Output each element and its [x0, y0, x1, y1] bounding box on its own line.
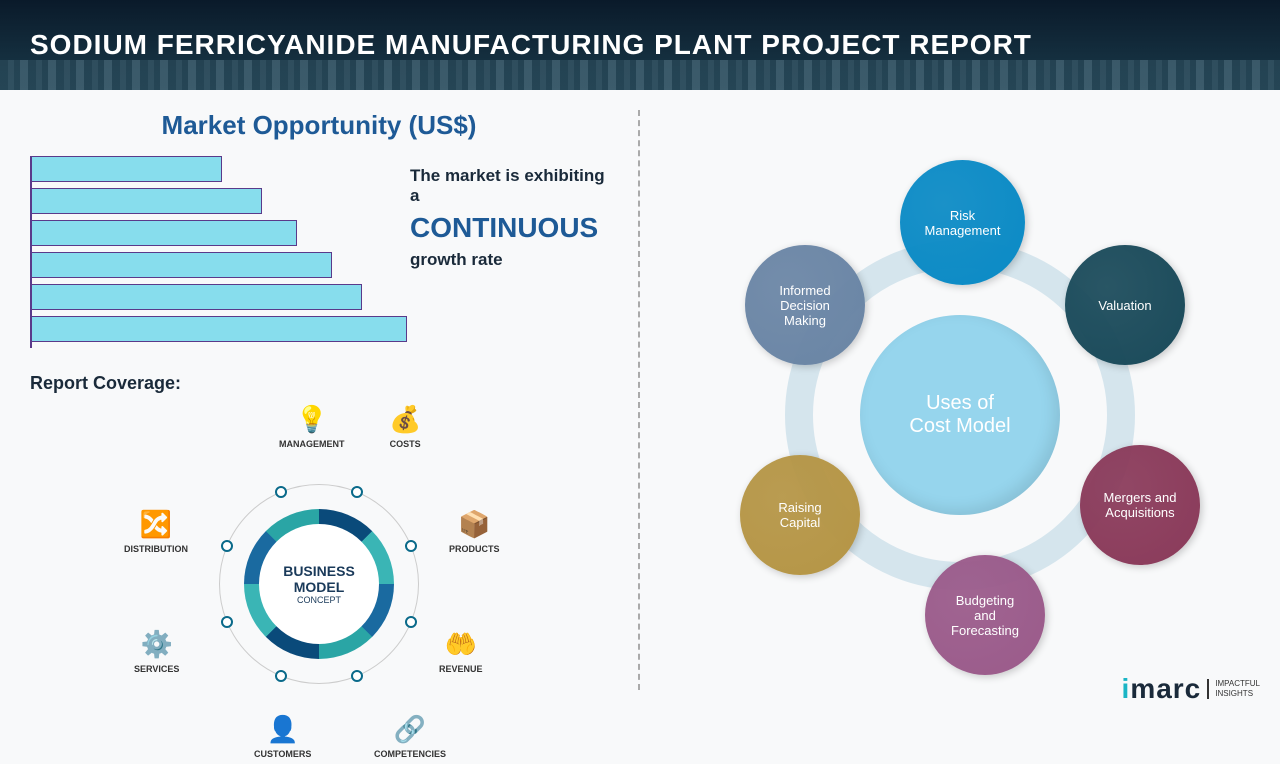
market-bar [32, 284, 362, 310]
growth-text: The market is exhibiting a CONTINUOUS gr… [410, 156, 608, 348]
market-bar [32, 188, 262, 214]
bm-icon: 🔗 [394, 714, 426, 745]
header: SODIUM FERRICYANIDE MANUFACTURING PLANT … [0, 0, 1280, 90]
bm-icon: 🔀 [140, 509, 172, 540]
bm-center-l2: MODEL [294, 579, 345, 595]
bm-dot [351, 670, 363, 682]
content: Market Opportunity (US$) The market is e… [0, 90, 1280, 720]
cost-model-diagram: Uses of Cost Model Risk Management Valuat… [640, 90, 1280, 720]
logo-tagline: IMPACTFUL INSIGHTS [1207, 679, 1260, 698]
orbit-circle: Risk Management [900, 160, 1025, 285]
bm-item-products: 📦 PRODUCTS [449, 509, 500, 554]
bm-dot [221, 540, 233, 552]
orbit-circle: Mergers and Acquisitions [1080, 445, 1200, 565]
bm-center-l3: CONCEPT [297, 595, 341, 605]
bm-label: COSTS [390, 439, 421, 449]
growth-line2: growth rate [410, 250, 608, 270]
bm-center: BUSINESS MODEL CONCEPT [259, 524, 379, 644]
bm-item-services: ⚙️ SERVICES [134, 629, 179, 674]
bm-dot [221, 616, 233, 628]
orbit-circle: Informed Decision Making [745, 245, 865, 365]
skyline-decor [0, 60, 1280, 90]
bm-dot [405, 540, 417, 552]
orbit-circle: Valuation [1065, 245, 1185, 365]
growth-big: CONTINUOUS [410, 212, 608, 244]
growth-line1: The market is exhibiting a [410, 166, 608, 206]
bm-item-management: 💡 MANAGEMENT [279, 404, 345, 449]
bm-item-customers: 👤 CUSTOMERS [254, 714, 311, 759]
bm-icon: 👤 [266, 714, 298, 745]
bm-label: CUSTOMERS [254, 749, 311, 759]
market-bar [32, 252, 332, 278]
orbit-circle: Budgeting and Forecasting [925, 555, 1045, 675]
orbit-circle: Raising Capital [740, 455, 860, 575]
logo-i: i [1122, 673, 1131, 704]
bm-icon: 🤲 [445, 629, 477, 660]
bm-label: PRODUCTS [449, 544, 500, 554]
business-model-diagram: BUSINESS MODEL CONCEPT 💡 MANAGEMENT 💰 COSTS… [109, 404, 529, 764]
bm-item-competencies: 🔗 COMPETENCIES [374, 714, 446, 759]
logo-text: imarc [1122, 673, 1202, 705]
market-bars [30, 156, 390, 348]
bm-dot [351, 486, 363, 498]
center-circle: Uses of Cost Model [860, 315, 1060, 515]
bm-dot [275, 486, 287, 498]
market-area: The market is exhibiting a CONTINUOUS gr… [30, 156, 608, 348]
logo-tag1: IMPACTFUL [1215, 679, 1260, 689]
bm-label: DISTRIBUTION [124, 544, 188, 554]
bm-dot [405, 616, 417, 628]
report-coverage-title: Report Coverage: [30, 373, 608, 394]
market-bar [32, 156, 222, 182]
logo-tag2: INSIGHTS [1215, 689, 1260, 699]
page-title: SODIUM FERRICYANIDE MANUFACTURING PLANT … [30, 29, 1032, 61]
bm-icon: 💡 [296, 404, 328, 435]
market-title: Market Opportunity (US$) [30, 110, 608, 141]
right-panel: Uses of Cost Model Risk Management Valuat… [640, 90, 1280, 720]
bm-label: REVENUE [439, 664, 483, 674]
bm-icon: ⚙️ [140, 629, 172, 660]
bm-dot [275, 670, 287, 682]
market-bar [32, 316, 407, 342]
bm-label: MANAGEMENT [279, 439, 345, 449]
bm-label: SERVICES [134, 664, 179, 674]
bm-icon: 💰 [389, 404, 421, 435]
bm-label: COMPETENCIES [374, 749, 446, 759]
bm-item-costs: 💰 COSTS [389, 404, 421, 449]
logo: imarc IMPACTFUL INSIGHTS [1122, 673, 1260, 705]
left-panel: Market Opportunity (US$) The market is e… [0, 90, 638, 720]
bm-item-revenue: 🤲 REVENUE [439, 629, 483, 674]
market-bar [32, 220, 297, 246]
bm-icon: 📦 [458, 509, 490, 540]
bm-center-l1: BUSINESS [283, 563, 355, 579]
bm-item-distribution: 🔀 DISTRIBUTION [124, 509, 188, 554]
logo-rest: marc [1130, 673, 1201, 704]
